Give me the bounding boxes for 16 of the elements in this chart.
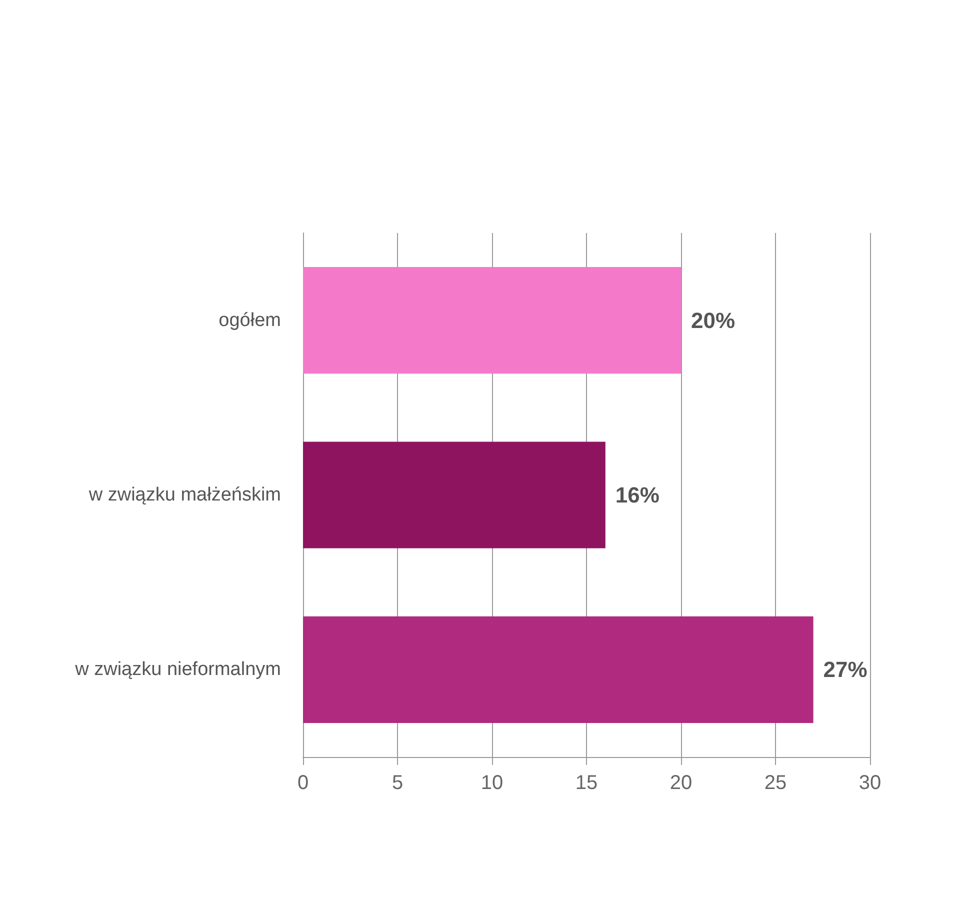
x-tick-label: 30 (858, 772, 882, 794)
bar (303, 616, 814, 723)
data-label: 27% (823, 657, 868, 682)
x-tick-label: 25 (764, 772, 787, 794)
x-tick-label: 20 (670, 772, 692, 794)
bar (303, 267, 681, 374)
data-label: 20% (691, 308, 736, 333)
x-tick-label: 15 (575, 772, 598, 794)
data-label: 16% (615, 482, 660, 508)
bar (303, 442, 606, 548)
y-tick-label: w związku nieformalnym (74, 659, 281, 680)
x-tick-label: 0 (297, 772, 309, 794)
x-tick-label: 5 (392, 772, 404, 794)
x-tick-label: 10 (480, 772, 504, 794)
y-tick-label: w związku małżeńskim (88, 484, 281, 506)
y-tick-label: ogółem (218, 310, 281, 331)
